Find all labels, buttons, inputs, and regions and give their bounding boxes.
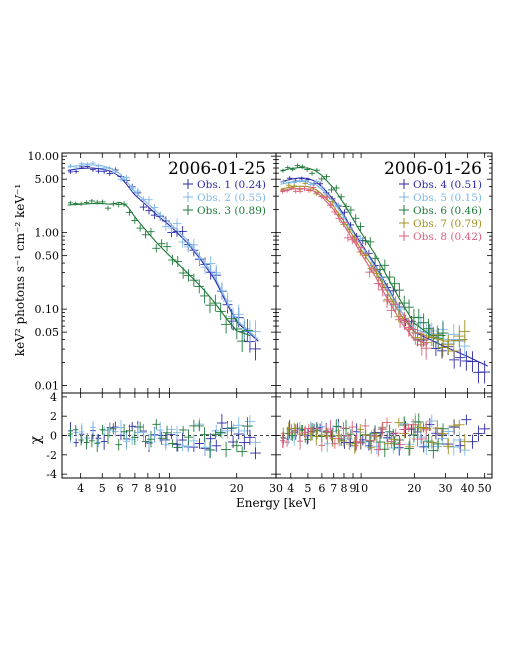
model-line-obs2: [67, 164, 259, 340]
x-tick-label: 6: [318, 482, 325, 495]
x-tick-label: 50: [478, 482, 492, 495]
legend-entry: Obs. 5 (0.15): [413, 192, 482, 204]
residual-y-tick-label: 4: [50, 391, 57, 404]
residual-y-tick-label: 2: [50, 410, 57, 423]
x-tick-label: 4: [287, 482, 294, 495]
x-tick-label: 6: [116, 482, 123, 495]
x-tick-label: 8: [144, 482, 151, 495]
x-tick-label: 20: [230, 482, 244, 495]
legend-entry: Obs. 1 (0.24): [197, 179, 266, 191]
x-tick-label: 9: [350, 482, 357, 495]
x-tick-label: 10: [354, 482, 368, 495]
x-tick-label: 4: [77, 482, 84, 495]
legend-entry: Obs. 3 (0.89): [197, 205, 266, 217]
residual-y-tick-label: -2: [46, 449, 57, 462]
panel-date-label: 2006-01-26: [384, 159, 482, 179]
x-tick-label: 9: [156, 482, 163, 495]
y-tick-label: 5.00: [35, 173, 60, 186]
y-tick-label: 0.05: [35, 326, 60, 339]
text-layer: keV² photons s⁻¹ cm⁻² keV⁻¹ χ Energy [ke…: [13, 150, 492, 510]
axes-layer: [61, 152, 493, 479]
data-layer: [67, 160, 491, 460]
x-tick-label: 5: [99, 482, 106, 495]
legend-entry: Obs. 6 (0.46): [413, 205, 482, 217]
residual-axis-label: χ: [28, 435, 44, 444]
residual-y-tick-label: -4: [46, 468, 57, 481]
x-tick-label: 7: [330, 482, 337, 495]
x-tick-label: 30: [269, 482, 283, 495]
y-tick-label: 1.00: [35, 227, 60, 240]
x-tick-label: 8: [340, 482, 347, 495]
legend-entry: Obs. 2 (0.55): [197, 192, 266, 204]
x-tick-label: 7: [131, 482, 138, 495]
model-line-obs1: [67, 167, 259, 342]
x-tick-label: 20: [407, 482, 421, 495]
y-tick-label: 0.50: [35, 250, 60, 263]
model-line-obs3: [67, 201, 251, 337]
legend-entry: Obs. 7 (0.79): [413, 218, 482, 230]
x-axis-label: Energy [keV]: [236, 496, 316, 510]
x-tick-label: 10: [162, 482, 176, 495]
x-tick-label: 40: [461, 482, 475, 495]
legend-entry: Obs. 8 (0.42): [413, 231, 482, 243]
x-tick-label: 30: [438, 482, 452, 495]
x-tick-label: 5: [304, 482, 311, 495]
y-axis-label: keV² photons s⁻¹ cm⁻² keV⁻¹: [13, 184, 27, 356]
y-tick-label: 0.01: [35, 380, 60, 393]
legend-entry: Obs. 4 (0.51): [413, 179, 482, 191]
residual-y-tick-label: 0: [50, 430, 57, 443]
y-tick-label: 0.10: [35, 303, 60, 316]
panel-date-label: 2006-01-25: [168, 159, 266, 179]
model-line-obs6: [280, 167, 446, 337]
y-tick-label: 10.00: [28, 150, 60, 163]
